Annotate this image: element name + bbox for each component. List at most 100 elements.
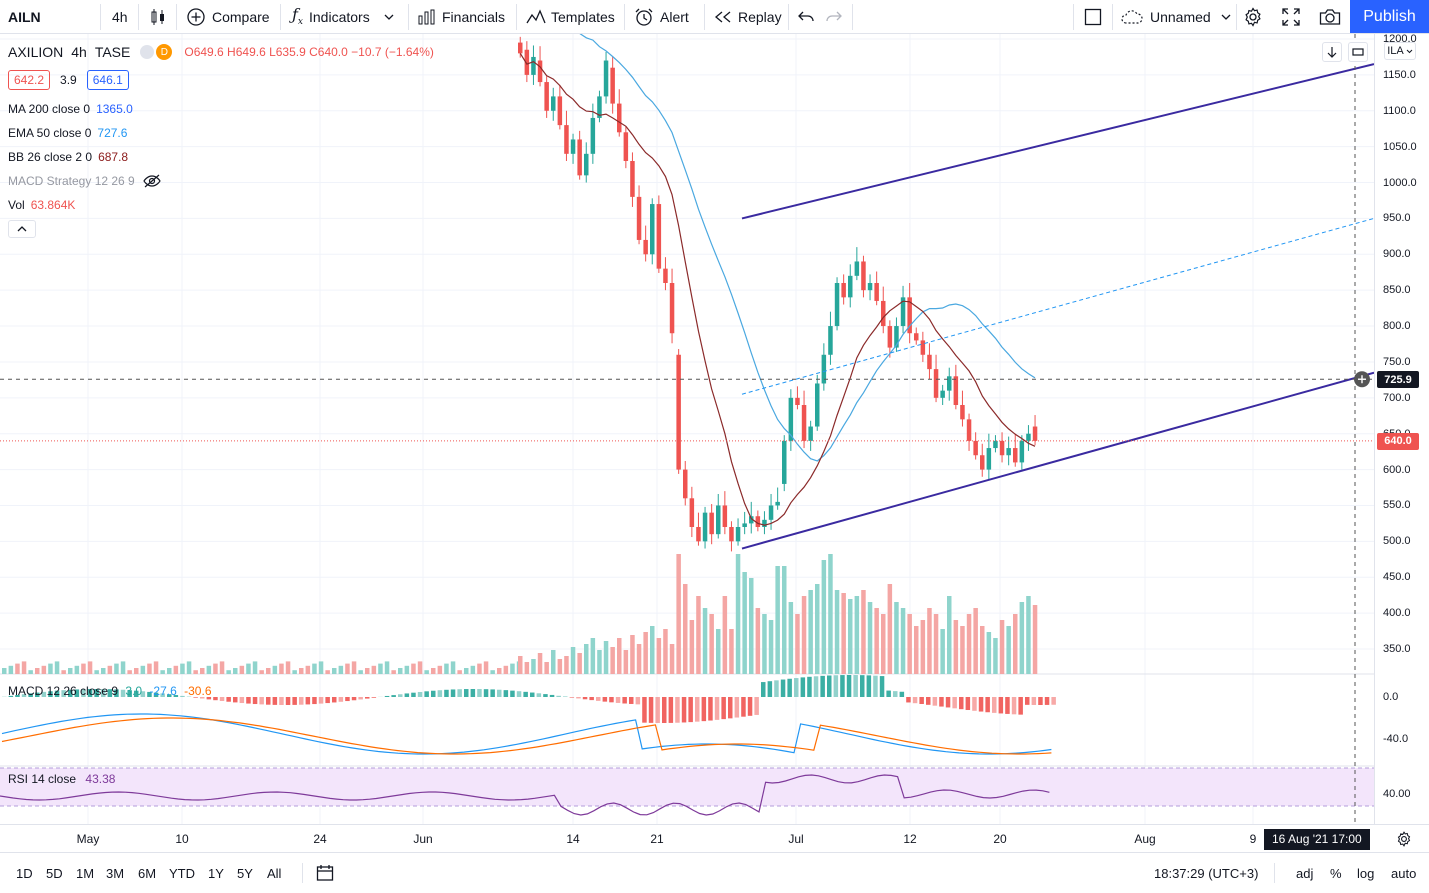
range-1m-button[interactable]: 1M [76, 866, 95, 881]
macd-legend[interactable]: MACD 12 26 close 9 3.0 -27.6 -30.6 [8, 684, 212, 698]
range-ytd-button[interactable]: YTD [169, 866, 195, 881]
delayed-badge-icon[interactable]: D [156, 44, 173, 60]
candle-body [742, 523, 747, 527]
currency-button[interactable]: ILA [1384, 42, 1416, 60]
range-1y-button[interactable]: 1Y [208, 866, 224, 881]
replay-button[interactable]: Replay [714, 0, 782, 33]
macd-histogram-bar [1011, 697, 1017, 715]
volume-bar [722, 596, 728, 674]
candle-body [881, 300, 886, 327]
macd-histogram-bar [939, 697, 944, 707]
volume-bar [551, 650, 556, 674]
volume-bar [980, 626, 985, 674]
channel-mid-line[interactable] [741, 217, 1374, 395]
macd-histogram-bar [325, 697, 330, 704]
fullscreen-button[interactable] [1282, 0, 1300, 33]
volume-bar [696, 596, 701, 674]
volume-bar [1019, 602, 1025, 674]
go-to-date-button[interactable] [316, 864, 334, 887]
volume-bar [431, 668, 436, 674]
volume-bar [213, 663, 218, 674]
range-6m-button[interactable]: 6M [138, 866, 157, 881]
rsi-legend[interactable]: RSI 14 close 43.38 [8, 772, 115, 786]
eye-crossed-icon[interactable] [143, 174, 161, 188]
redo-button[interactable] [826, 0, 842, 33]
volume-bar [266, 668, 271, 674]
legend-indicator-ema[interactable]: EMA 50 close 0 727.6 [8, 126, 127, 140]
legend-indicator-macd-strategy[interactable]: MACD Strategy 12 26 9 [8, 174, 161, 188]
layout-name-label: Unnamed [1150, 8, 1211, 25]
percent-scale-button[interactable]: % [1330, 866, 1342, 881]
currency-label: ILA [1387, 45, 1404, 57]
undo-button[interactable] [798, 0, 814, 33]
volume-bar [134, 668, 139, 674]
volume-bar [239, 665, 245, 674]
legend-indicator-bb[interactable]: BB 26 close 2 0 687.8 [8, 150, 128, 164]
ask-price-badge[interactable]: 646.1 [86, 70, 129, 90]
snapshot-button[interactable] [1319, 0, 1341, 33]
macd-histogram-bar [728, 697, 733, 719]
adjust-button[interactable]: adj [1296, 866, 1314, 881]
price-scale[interactable]: 1200.0 1150.0 1100.0 1050.0 1000.0 950.0 900.0… [1374, 33, 1429, 824]
compare-button[interactable]: Compare [186, 0, 270, 33]
volume-bars [2, 554, 1038, 674]
candle-body [636, 196, 642, 240]
crosshair-plus-icon[interactable] [1354, 371, 1370, 388]
price-label: 750.0 [1383, 355, 1411, 368]
volume-bar [742, 572, 747, 674]
templates-button[interactable]: Templates [526, 0, 615, 33]
price-label: 500.0 [1383, 535, 1411, 548]
financials-button[interactable]: Financials [418, 0, 505, 33]
layout-name-button[interactable]: Unnamed [1120, 0, 1231, 33]
range-5d-button[interactable]: 5D [46, 866, 63, 881]
indicator-name: BB 26 close 2 0 [8, 150, 93, 164]
fullscreen-layout-button[interactable] [1084, 0, 1102, 33]
volume-bar [101, 668, 106, 674]
range-5y-button[interactable]: 5Y [237, 866, 253, 881]
toolbar-divider [100, 4, 101, 30]
chart-type-button[interactable] [150, 0, 166, 33]
macd-histogram-bar [536, 693, 542, 697]
legend-symbol-name[interactable]: AXILION [8, 44, 64, 60]
macd-histogram-bar [602, 697, 608, 702]
symbol-search[interactable]: AILN [8, 8, 41, 25]
timezone-clock[interactable]: 18:37:29 (UTC+3) [1154, 866, 1259, 881]
channel-upper-line[interactable] [741, 63, 1374, 220]
volume-bar [940, 629, 945, 674]
toolbar-divider [788, 4, 789, 30]
legend-indicator-ma[interactable]: MA 200 close 0 1365.0 [8, 102, 133, 116]
chart-area[interactable]: AXILION 4h TASE D O649.6 H649.6 L635.9 C… [0, 33, 1429, 824]
auto-scale-button[interactable]: auto [1391, 866, 1417, 881]
legend-indicator-volume[interactable]: Vol 63.864K [8, 198, 75, 212]
volume-bar [735, 554, 741, 674]
maximize-pane-button[interactable] [1348, 42, 1368, 62]
macd-histogram-bar [15, 694, 20, 697]
volume-bar [259, 670, 264, 674]
bid-price-badge[interactable]: 642.2 [8, 70, 51, 90]
publish-button[interactable]: Publish [1350, 0, 1429, 33]
macd-histogram-bar [318, 697, 324, 704]
indicator-name: MACD Strategy 12 26 9 [8, 174, 135, 188]
macd-histogram-bar [998, 697, 1004, 714]
log-scale-button[interactable]: log [1357, 866, 1375, 881]
time-scale[interactable]: 16 Aug '21 17:00 May 10 24 Jun 14 21 Jul 12 20 Au… [0, 824, 1429, 852]
time-label: Jun [413, 832, 433, 846]
settings-button[interactable] [1243, 0, 1263, 33]
range-3m-button[interactable]: 3M [106, 866, 125, 881]
chart-canvas[interactable] [0, 34, 1374, 824]
indicators-button[interactable]: ƒx Indicators [292, 0, 394, 33]
candle-body [524, 49, 530, 75]
scroll-down-button[interactable] [1322, 42, 1342, 62]
range-1d-button[interactable]: 1D [16, 866, 33, 881]
chart-settings-button[interactable] [1396, 831, 1412, 852]
volume-bar [206, 665, 212, 674]
range-all-button[interactable]: All [267, 866, 282, 881]
channel-lower-line[interactable] [741, 371, 1374, 550]
volume-bar [167, 668, 172, 674]
macd-histogram-bar [107, 689, 113, 697]
collapse-legend-button[interactable] [8, 220, 36, 238]
alert-button[interactable]: Alert [634, 0, 689, 33]
candle-body [867, 283, 873, 291]
interval-button[interactable]: 4h [112, 8, 128, 25]
candle-body [735, 527, 741, 542]
